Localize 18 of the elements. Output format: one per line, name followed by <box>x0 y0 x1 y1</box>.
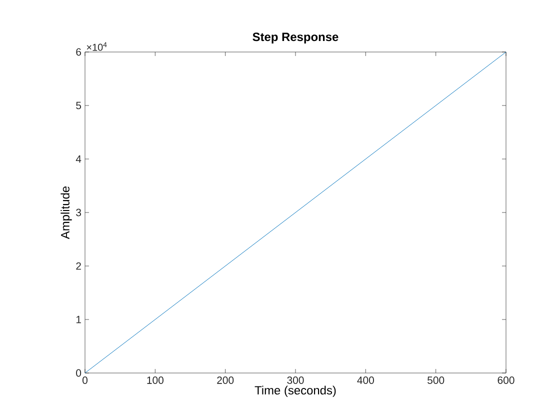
x-tick-label: 400 <box>357 376 374 384</box>
y-tick-label: 6 <box>76 48 82 56</box>
chart-title: Step Response <box>252 32 338 44</box>
x-tick-label: 0 <box>82 376 88 384</box>
y-tick-label: 3 <box>76 208 82 216</box>
y-tick-label: 1 <box>76 316 81 324</box>
y-tick-label: 5 <box>76 102 82 110</box>
x-tick-label: 300 <box>287 376 304 384</box>
x-tick-label: 100 <box>147 376 164 384</box>
y-axis-title: Amplitude <box>60 186 72 240</box>
y-tick-label: 4 <box>76 155 82 163</box>
x-axis-title: Time (seconds) <box>254 386 336 397</box>
text: ×10$^{4}$ <box>86 42 107 51</box>
x-tick-label: 500 <box>428 376 444 384</box>
x-tick-label: 200 <box>217 376 234 384</box>
x-tick-label: 600 <box>498 376 514 384</box>
y-tick-label: 2 <box>76 262 81 270</box>
y-tick-label: 0 <box>76 369 82 377</box>
